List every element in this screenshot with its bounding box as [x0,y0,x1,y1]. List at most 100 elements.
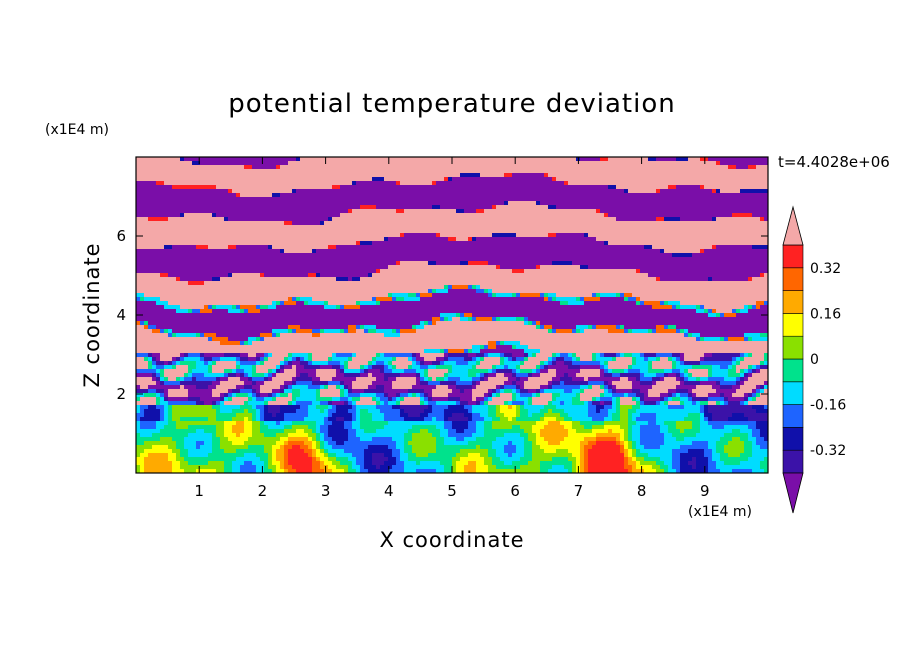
field-cell [224,257,229,262]
field-cell [288,257,293,262]
field-cell [624,237,629,242]
field-cell [720,213,725,218]
field-cell [500,273,505,278]
field-cell [300,233,305,238]
field-cell [336,221,341,226]
field-cell [604,273,609,278]
field-cell [240,213,245,218]
field-cell [536,185,541,190]
field-cell [292,161,297,166]
field-cell [456,173,461,178]
field-cell [252,281,257,286]
field-cell [672,257,677,262]
field-cell [744,177,749,182]
field-cell [556,265,561,270]
field-cell [528,193,533,198]
field-cell [528,185,533,190]
field-cell [456,281,461,286]
field-cell [324,213,329,218]
field-cell [548,277,553,282]
field-cell [736,213,741,218]
field-cell [384,229,389,234]
field-cell [448,197,453,202]
field-cell [732,161,737,166]
field-cell [216,169,221,174]
field-cell [308,241,313,246]
field-cell [160,209,165,214]
field-cell [648,217,653,222]
field-cell [568,225,573,230]
field-cell [140,181,145,186]
field-cell [652,261,657,266]
field-cell [584,241,589,246]
field-cell [460,245,465,250]
field-cell [764,173,768,178]
field-cell [204,281,209,286]
field-cell [708,273,713,278]
field-cell [744,257,749,262]
field-cell [600,209,605,214]
field-cell [200,265,205,270]
field-cell [516,229,521,234]
field-cell [484,217,489,222]
field-cell [380,221,385,226]
field-cell [228,213,233,218]
field-cell [560,277,565,282]
field-cell [280,221,285,226]
field-cell [220,281,225,286]
field-cell [756,233,761,238]
field-cell [604,201,609,206]
field-cell [584,245,589,250]
field-cell [684,245,689,250]
field-cell [188,269,193,274]
field-cell [300,189,305,194]
field-cell [652,257,657,262]
field-cell [704,225,709,230]
field-cell [288,157,293,162]
field-cell [656,169,661,174]
field-cell [184,245,189,250]
field-cell [332,241,337,246]
field-cell [144,205,149,210]
field-cell [700,169,705,174]
field-cell [712,201,717,206]
field-cell [332,169,337,174]
field-cell [232,237,237,242]
field-cell [556,173,561,178]
field-cell [568,229,573,234]
field-cell [284,237,289,242]
field-cell [556,161,561,166]
field-cell [152,237,157,242]
field-cell [184,225,189,230]
field-cell [144,181,149,186]
field-cell [324,181,329,186]
field-cell [288,253,293,258]
field-cell [148,217,153,222]
field-cell [736,205,741,210]
field-cell [484,277,489,282]
field-cell [264,161,269,166]
field-cell [268,221,273,226]
field-cell [492,181,497,186]
field-cell [620,249,625,254]
field-cell [408,189,413,194]
field-cell [724,209,729,214]
field-cell [320,193,325,198]
field-cell [568,157,573,162]
field-cell [480,209,485,214]
field-cell [376,273,381,278]
field-cell [492,197,497,202]
field-cell [320,205,325,210]
field-cell [288,213,293,218]
field-cell [608,217,613,222]
field-cell [280,257,285,262]
field-cell [396,257,401,262]
field-cell [336,173,341,178]
field-cell [396,237,401,242]
field-cell [648,209,653,214]
field-cell [428,201,433,206]
field-cell [596,185,601,190]
field-cell [628,233,633,238]
field-cell [172,177,177,182]
field-cell [568,253,573,258]
